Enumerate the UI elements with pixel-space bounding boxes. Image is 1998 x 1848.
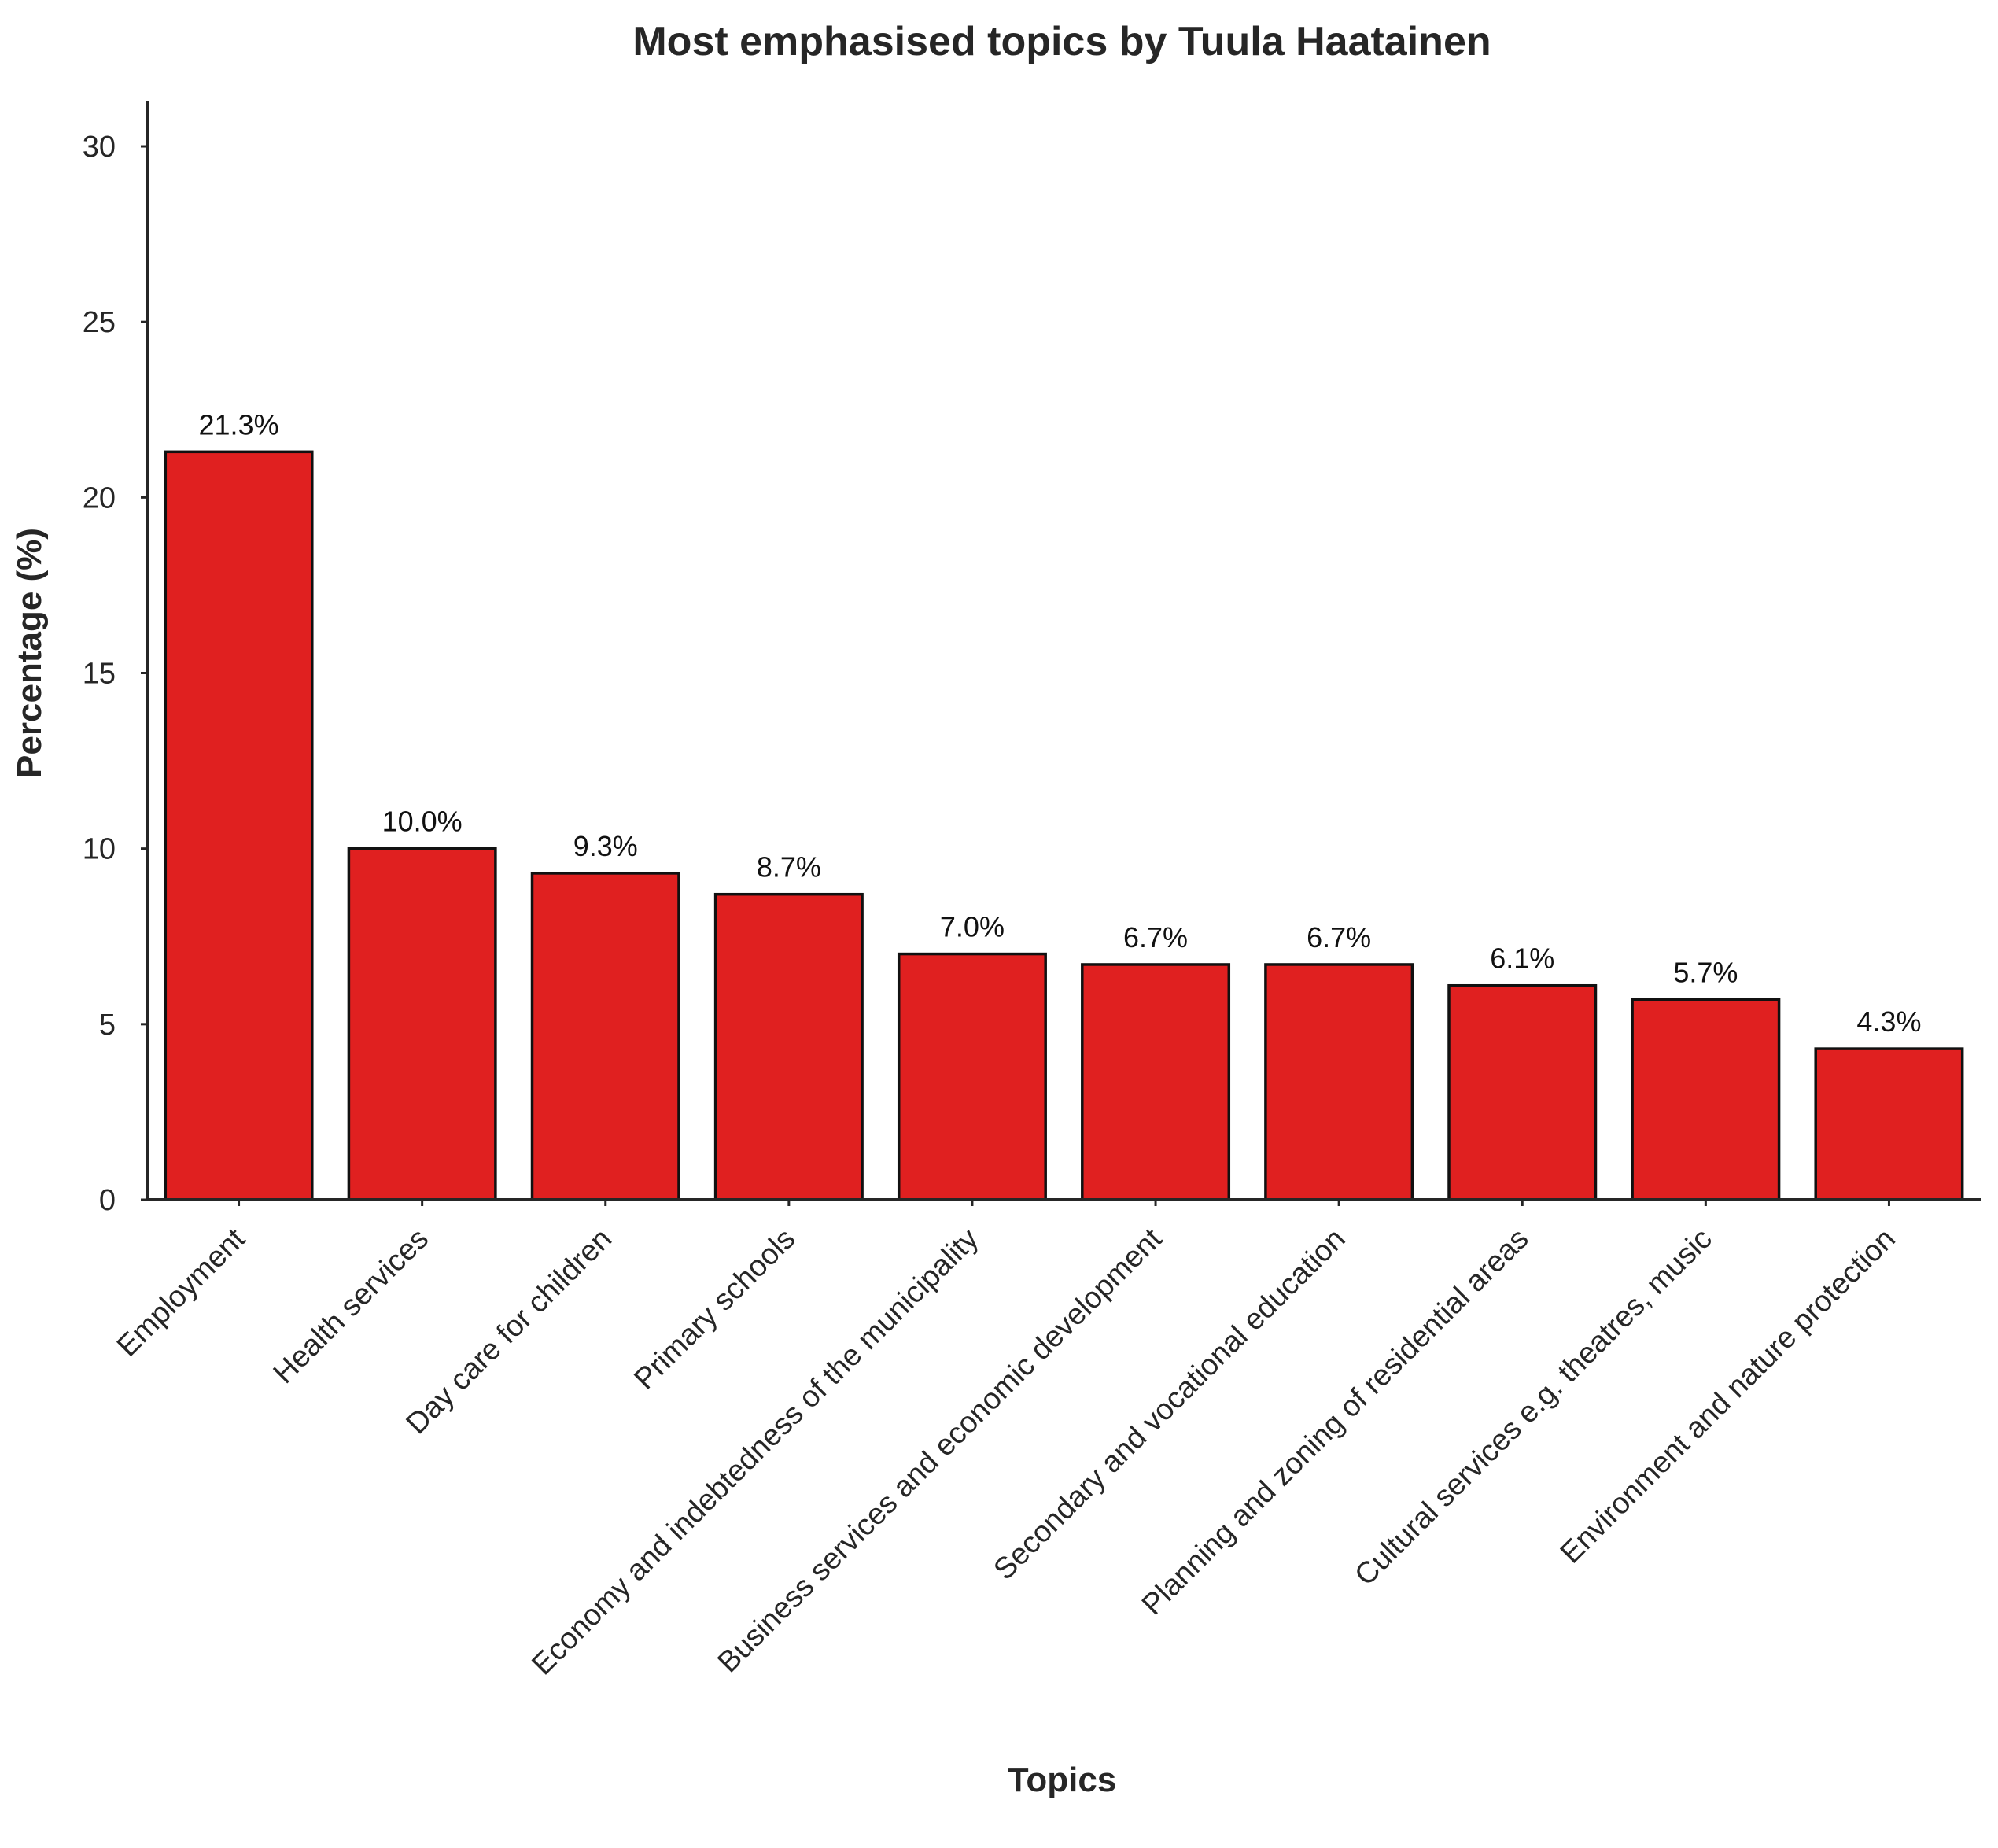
bar-value-label-5: 6.7%	[1123, 921, 1188, 954]
bar-6	[1264, 963, 1414, 1201]
x-tick-label-9: Environment and nature protection	[1554, 1223, 1902, 1570]
bar-0	[164, 450, 314, 1201]
bar-2	[530, 872, 680, 1201]
x-tick-label-1: Health services	[267, 1223, 435, 1390]
y-tick-label-4: 20	[83, 481, 116, 515]
y-axis-label: Percentage (%)	[10, 528, 49, 778]
bar-5	[1081, 963, 1231, 1201]
y-tick-label-5: 25	[83, 306, 116, 339]
bar-1	[347, 847, 497, 1201]
y-tick-label-2: 10	[83, 833, 116, 866]
chart-title: Most emphasised topics by Tuula Haataine…	[632, 19, 1491, 65]
x-tick-label-7: Planning and zoning of residential areas	[1136, 1223, 1535, 1622]
axes-layer	[146, 101, 1981, 1201]
x-axis-label: Topics	[1008, 1761, 1117, 1799]
bar-4	[897, 952, 1047, 1201]
x-tick-label-2: Day care for children	[400, 1223, 619, 1441]
y-ticks-layer: 0 5 10 15 20 25 30	[83, 131, 147, 1217]
bar-value-label-9: 4.3%	[1856, 1005, 1921, 1038]
y-tick-label-1: 5	[99, 1009, 116, 1042]
bar-value-label-7: 6.1%	[1490, 942, 1554, 975]
x-tick-label-3: Primary schools	[628, 1223, 802, 1396]
bar-9	[1814, 1047, 1964, 1201]
bar-3	[713, 892, 864, 1201]
bar-value-label-0: 21.3%	[199, 408, 279, 441]
bar-8	[1631, 998, 1781, 1201]
x-tick-label-0: Employment	[111, 1222, 252, 1363]
y-tick-label-0: 0	[99, 1184, 116, 1217]
x-tick-label-8: Cultural services e.g. theatres, music	[1348, 1223, 1718, 1592]
bar-value-label-4: 7.0%	[940, 911, 1005, 943]
y-tick-label-6: 30	[83, 131, 116, 164]
y-tick-label-3: 15	[83, 658, 116, 691]
x-tick-label-6: Secondary and vocational education	[988, 1223, 1352, 1587]
bar-value-label-3: 8.7%	[757, 851, 821, 883]
bar-7	[1447, 983, 1598, 1201]
bar-value-label-8: 5.7%	[1673, 957, 1738, 989]
bar-value-label-6: 6.7%	[1307, 921, 1371, 954]
bars-layer	[164, 450, 1964, 1201]
data-labels-layer: 21.3% 10.0% 9.3% 8.7% 7.0% 6.7% 6.7% 6.1% 5.7% 4.…	[199, 408, 1922, 1038]
bar-value-label-1: 10.0%	[382, 806, 463, 838]
bar-value-label-2: 9.3%	[573, 830, 638, 862]
